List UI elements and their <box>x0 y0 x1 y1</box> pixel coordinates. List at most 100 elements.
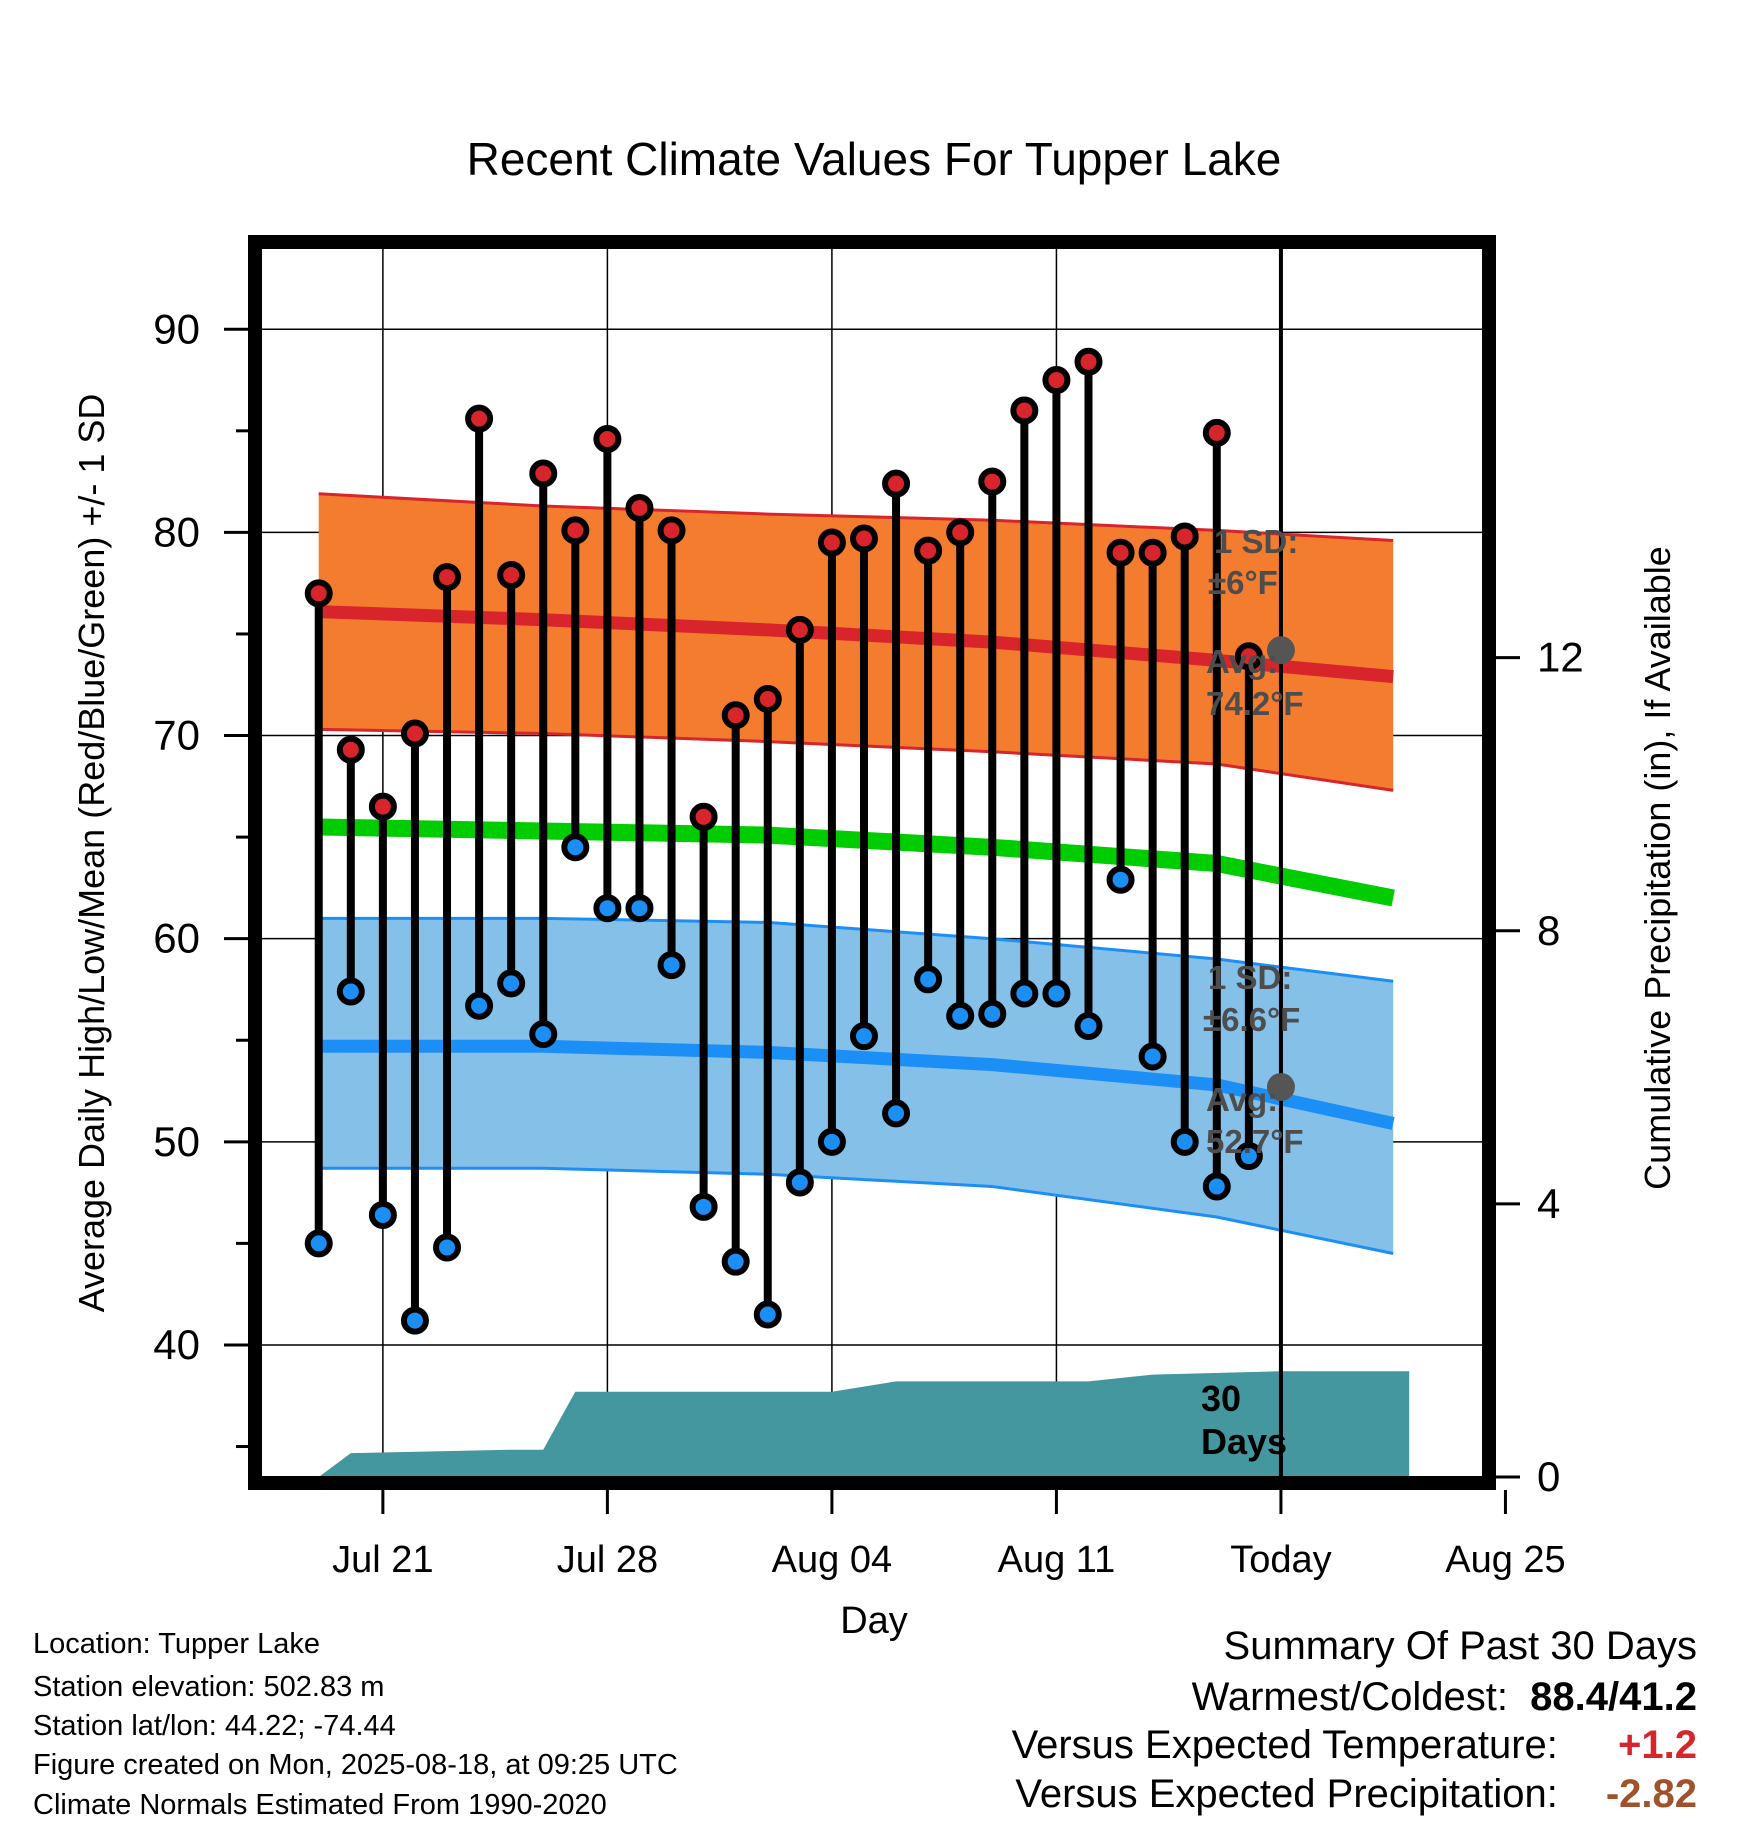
y2-tick-label: 0 <box>1537 1453 1560 1500</box>
daily-low-point <box>400 1306 429 1335</box>
daily-high-point <box>433 563 462 592</box>
daily-high-point <box>1074 347 1103 376</box>
daily-low-point <box>368 1200 397 1229</box>
info-normals: Climate Normals Estimated From 1990-2020 <box>33 1789 607 1821</box>
y-tick-label: 50 <box>153 1118 200 1165</box>
daily-high-point <box>689 802 718 831</box>
y-tick-label: 60 <box>153 915 200 962</box>
x-tick-label: Today <box>1230 1539 1331 1581</box>
info-created: Figure created on Mon, 2025-08-18, at 09… <box>33 1749 678 1781</box>
low-sd-label: 1 SD: <box>1208 959 1292 996</box>
daily-high-point <box>946 518 975 547</box>
daily-high-point <box>561 516 590 545</box>
today-high-average-marker <box>1266 636 1295 665</box>
normal-high-band <box>318 493 1394 791</box>
daily-high-point <box>721 701 750 730</box>
daily-high-point <box>1170 522 1199 551</box>
x-tick-label: Aug 25 <box>1445 1539 1565 1581</box>
x-tick-label: Aug 04 <box>772 1539 892 1581</box>
daily-low-point <box>1170 1127 1199 1156</box>
normal-low-band-lower <box>318 1166 1394 1255</box>
daily-low-point <box>1138 1042 1167 1071</box>
summary-precip-row: Versus Expected Precipitation: -2.82 <box>1015 1774 1697 1814</box>
days-count-label: 30 <box>1201 1378 1241 1419</box>
daily-low-point <box>497 969 526 998</box>
daily-high-point <box>1042 366 1071 395</box>
summary-title: Summary Of Past 30 Days <box>1223 1624 1697 1668</box>
daily-low-point <box>721 1247 750 1276</box>
daily-high-point <box>465 404 494 433</box>
normal-low-band <box>318 918 1394 1254</box>
summary-precip-value: -2.82 <box>1605 1772 1697 1816</box>
y-tick-label: 90 <box>153 305 200 352</box>
daily-high-point <box>625 494 654 523</box>
daily-high-point <box>368 792 397 821</box>
daily-low-point <box>1010 979 1039 1008</box>
daily-low-point <box>465 991 494 1020</box>
summary-warm-cold-value: 88.4/41.2 <box>1530 1675 1697 1719</box>
daily-low-point <box>882 1099 911 1128</box>
x-tick-label: Jul 28 <box>557 1539 658 1581</box>
daily-high-point <box>785 615 814 644</box>
daily-high-point <box>657 516 686 545</box>
daily-high-point <box>817 528 846 557</box>
daily-high-point <box>400 719 429 748</box>
plot-frame <box>248 235 1496 1490</box>
x-axis-label: Day <box>840 1600 908 1642</box>
daily-low-point <box>625 894 654 923</box>
y2-axis-label: Cumulative Precipitation (in), If Availa… <box>1637 546 1678 1190</box>
y2-tick-label: 4 <box>1537 1180 1560 1227</box>
daily-low-point <box>785 1168 814 1197</box>
daily-low-point <box>657 951 686 980</box>
y2-tick-label: 8 <box>1537 907 1560 954</box>
daily-low-point <box>849 1022 878 1051</box>
daily-high-point <box>497 561 526 590</box>
daily-high-point <box>1234 642 1263 671</box>
info-location: Location: Tupper Lake <box>33 1628 320 1660</box>
daily-high-point <box>882 469 911 498</box>
info-latlon: Station lat/lon: 44.22; -74.44 <box>33 1710 396 1742</box>
summary-precip-label: Versus Expected Precipitation: <box>1015 1772 1558 1816</box>
plot-area: 1 SD: ±6°F Avg: 74.2°F 1 SD: ±6.6°F Avg: 52.7°F… <box>261 248 1483 1477</box>
precip-area <box>318 1371 1410 1477</box>
low-avg-value: 52.7°F <box>1206 1123 1304 1160</box>
daily-low-point <box>1106 865 1135 894</box>
daily-low-point <box>1042 979 1071 1008</box>
x-tick-label: Aug 11 <box>998 1539 1116 1581</box>
daily-low-point <box>914 965 943 994</box>
daily-low-point <box>529 1020 558 1049</box>
y-tick-label: 70 <box>153 712 200 759</box>
daily-high-point <box>1010 396 1039 425</box>
summary-warm-cold-row: Warmest/Coldest: 88.4/41.2 <box>1192 1677 1697 1717</box>
x-tick-label: Jul 21 <box>332 1539 433 1581</box>
summary-temp-label: Versus Expected Temperature: <box>1011 1723 1558 1767</box>
daily-high-point <box>753 684 782 713</box>
info-elevation: Station elevation: 502.83 m <box>33 1671 385 1703</box>
daily-high-point <box>978 467 1007 496</box>
daily-low-point <box>336 977 365 1006</box>
daily-low-point <box>433 1233 462 1262</box>
daily-high-point <box>1202 418 1231 447</box>
high-avg-label: Avg: <box>1206 643 1278 680</box>
daily-low-point <box>1202 1172 1231 1201</box>
daily-low-point <box>753 1300 782 1329</box>
summary-temp-row: Versus Expected Temperature: +1.2 <box>1012 1725 1697 1765</box>
summary-warm-cold-label: Warmest/Coldest: <box>1191 1675 1508 1719</box>
daily-low-point <box>561 833 590 862</box>
y-axis-label: Average Daily High/Low/Mean (Red/Blue/Gr… <box>71 394 112 1313</box>
daily-high-point <box>304 579 333 608</box>
today-low-average-marker <box>1266 1072 1295 1101</box>
y-tick-label: 40 <box>153 1321 200 1368</box>
daily-low-point <box>946 1001 975 1030</box>
daily-low-point <box>304 1229 333 1258</box>
daily-low-point <box>593 894 622 923</box>
daily-high-point <box>1106 538 1135 567</box>
summary-temp-value: +1.2 <box>1618 1723 1697 1767</box>
low-avg-label: Avg: <box>1206 1081 1278 1118</box>
daily-low-point <box>1234 1142 1263 1171</box>
daily-high-point <box>529 459 558 488</box>
y-tick-label: 80 <box>153 508 200 555</box>
low-sd-value: ±6.6°F <box>1203 1001 1300 1038</box>
daily-low-point <box>978 999 1007 1028</box>
